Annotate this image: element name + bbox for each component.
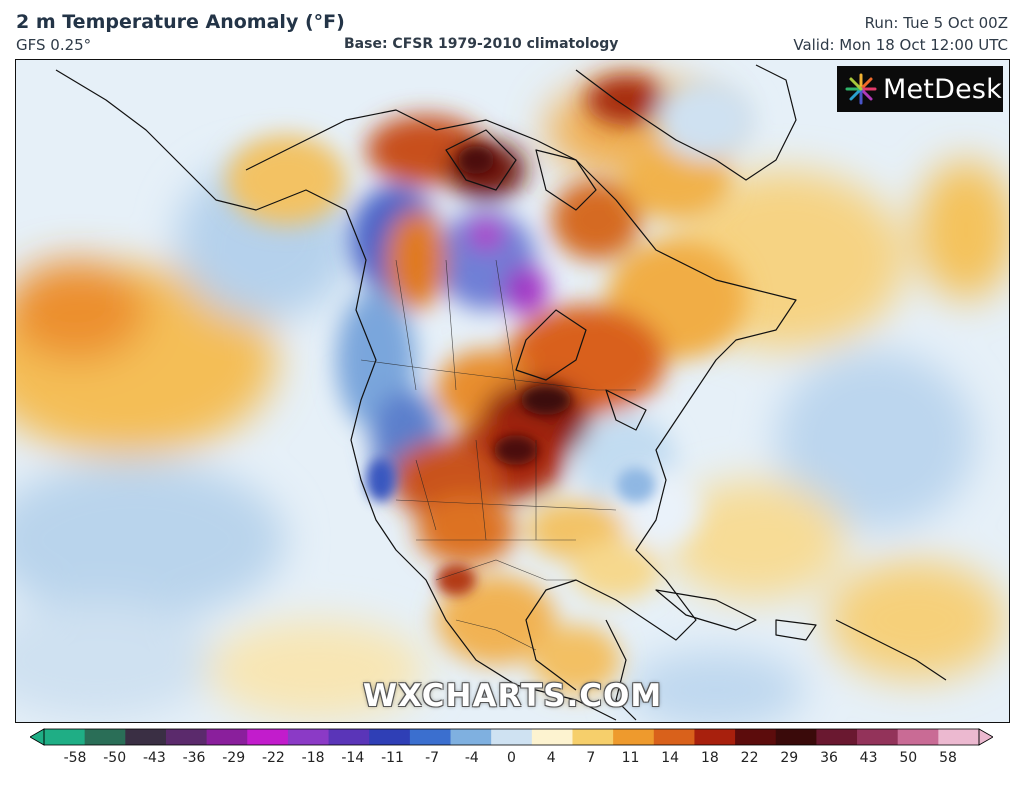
colorbar-segment [816, 729, 858, 745]
colorbar-tick-label: 4 [546, 750, 556, 766]
colorbar-tick-label: -36 [182, 750, 206, 766]
colorbar-segment [84, 729, 126, 745]
climatology-base-label: Base: CFSR 1979-2010 climatology [344, 36, 619, 52]
colorbar-tick-label: -7 [425, 750, 440, 766]
colorbar-segment [450, 729, 492, 745]
colorbar-tick-label: -50 [103, 750, 127, 766]
colorbar-tick-label: -22 [261, 750, 285, 766]
colorbar-tick-label: -4 [464, 750, 479, 766]
colorbar-tick-label: 0 [507, 750, 516, 766]
colorbar-tick-label: 36 [820, 750, 838, 766]
colorbar-segment [491, 729, 533, 745]
colorbar-tick-label: 29 [780, 750, 799, 766]
colorbar-segment [531, 729, 574, 745]
map-panel[interactable]: MetDesk WXCHARTS.COM [15, 59, 1010, 723]
model-label: GFS 0.25° [16, 36, 92, 54]
colorbar-max-arrow [978, 728, 993, 746]
colorbar-segment [206, 729, 248, 745]
colorbar-segment [653, 729, 696, 745]
colorbar-ticks: -58 -50 -43 -36 -29 -22 -18 -14 -11 -7 -4 0 4 7 11 14 18… [0, 750, 1024, 772]
colorbar-segment [572, 729, 614, 745]
colorbar-tick-label: 22 [740, 750, 759, 766]
colorbar-min-arrow [30, 728, 45, 746]
colorbar-tick-label: 50 [899, 750, 918, 766]
starburst-icon [845, 73, 877, 105]
colorbar-segment [369, 729, 411, 745]
colorbar-tick-label: -29 [222, 750, 246, 766]
colorbar-segment [613, 729, 655, 745]
coastlines [55, 64, 947, 721]
colorbar [30, 728, 993, 746]
colorbar-segment [287, 729, 330, 745]
metdesk-logo: MetDesk [837, 66, 1003, 112]
logo-text: MetDesk [883, 73, 1002, 105]
valid-time-label: Valid: Mon 18 Oct 12:00 UTC [793, 36, 1008, 54]
colorbar-segment [938, 729, 980, 745]
colorbar-tick-label: -58 [63, 750, 87, 766]
watermark: WXCHARTS.COM [362, 678, 663, 714]
colorbar-tick-label: -11 [381, 750, 404, 766]
colorbar-tick-label: -43 [142, 750, 166, 766]
colorbar-tick-label: 18 [700, 750, 719, 766]
colorbar-tick-label: 7 [586, 750, 596, 766]
colorbar-tick-label: -18 [301, 750, 325, 766]
colorbar-segment [328, 729, 370, 745]
colorbar-segment [247, 729, 289, 745]
colorbar-tick-label: 14 [661, 750, 680, 766]
colorbar-tick-label: -14 [341, 750, 365, 766]
colorbar-segment [775, 729, 817, 745]
land-anomaly-detail [366, 146, 656, 596]
run-time-label: Run: Tue 5 Oct 00Z [864, 14, 1008, 32]
colorbar-segment [857, 729, 899, 745]
colorbar-tick-label: 58 [939, 750, 957, 766]
borders [360, 259, 636, 651]
colorbar-segment [409, 729, 452, 745]
colorbar-outline [43, 728, 980, 746]
colorbar-segment [44, 729, 86, 745]
colorbar-segment [897, 729, 939, 745]
anomaly-map [16, 60, 1009, 722]
colorbar-segment [165, 729, 208, 745]
colorbar-segment [125, 729, 167, 745]
colorbar-tick-label: 11 [621, 750, 640, 766]
colorbar-tick-label: 43 [859, 750, 878, 766]
colorbar-segment [694, 729, 736, 745]
chart-title: 2 m Temperature Anomaly (°F) [16, 11, 345, 33]
colorbar-segment [735, 729, 777, 745]
